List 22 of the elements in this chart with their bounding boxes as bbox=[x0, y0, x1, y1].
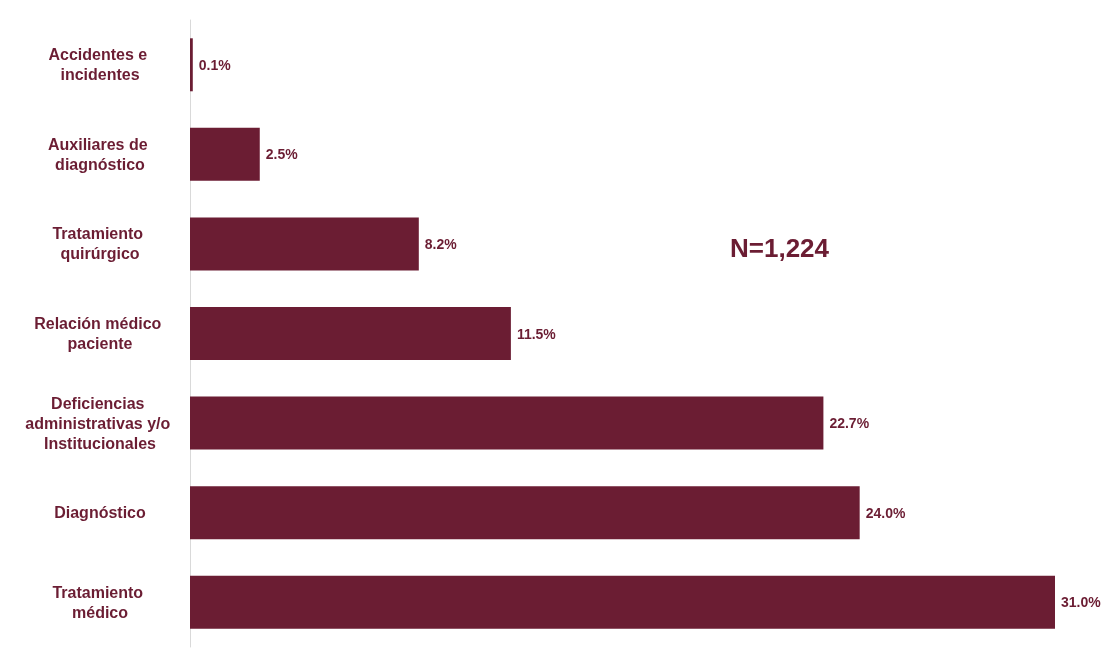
data-label: 22.7% bbox=[829, 415, 870, 432]
data-label: 2.5% bbox=[265, 146, 299, 163]
bar bbox=[190, 127, 260, 181]
y-tick-label: Auxiliares de diagnóstico bbox=[47, 135, 153, 173]
data-label: 31.0% bbox=[1061, 594, 1102, 611]
bar bbox=[190, 307, 511, 360]
bar bbox=[190, 486, 860, 540]
data-label: 8.2% bbox=[424, 235, 458, 252]
bar bbox=[190, 396, 824, 450]
y-tick-label: Tratamiento quirúrgico bbox=[52, 225, 148, 263]
bar bbox=[190, 38, 193, 92]
y-tick-label: Deficiencias administrativas y/o Institucionales bbox=[25, 394, 175, 452]
bar bbox=[190, 217, 419, 271]
bar bbox=[190, 575, 1055, 629]
y-tick-label: Accidentes e incidentes bbox=[48, 46, 152, 84]
y-tick-label: Relación médico paciente bbox=[34, 315, 166, 352]
data-label: 0.1% bbox=[198, 56, 232, 73]
y-tick-label: Diagnóstico bbox=[54, 504, 147, 522]
data-label: 24.0% bbox=[865, 504, 906, 521]
data-label: 11.5% bbox=[516, 325, 557, 342]
annotation: N=1,224 bbox=[730, 233, 830, 263]
y-tick-label: Tratamiento médico bbox=[52, 583, 148, 621]
